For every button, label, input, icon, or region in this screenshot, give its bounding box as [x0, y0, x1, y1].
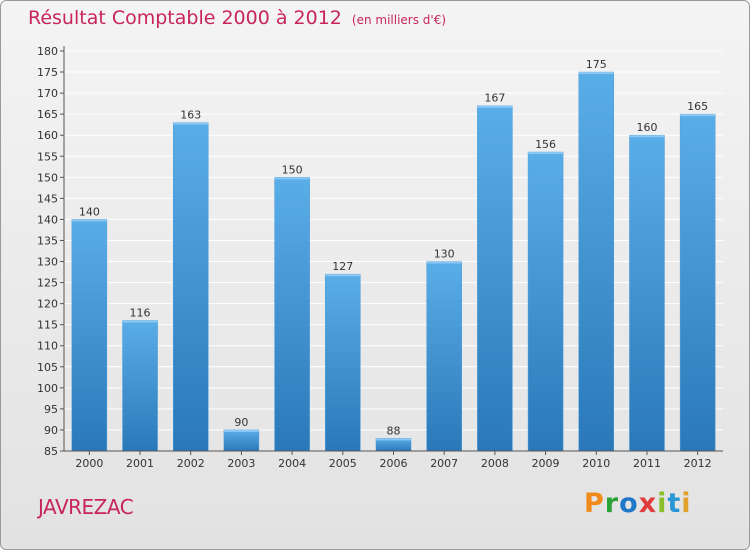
- bar-value-label: 90: [234, 416, 248, 429]
- bar-value-label: 88: [387, 424, 401, 437]
- bar-value-label: 156: [535, 138, 556, 151]
- y-tick-label: 105: [37, 361, 58, 374]
- bar-highlight: [71, 219, 107, 222]
- y-tick-label: 115: [37, 319, 58, 332]
- chart-subtitle: (en milliers d'€): [351, 13, 447, 27]
- y-tick-label: 110: [37, 340, 58, 353]
- y-tick-label: 160: [37, 129, 58, 142]
- y-tick-label: 175: [37, 66, 58, 79]
- bar-value-label: 160: [636, 121, 657, 134]
- bar-highlight: [223, 429, 259, 432]
- x-tick-label: 2010: [582, 457, 610, 470]
- y-tick-label: 150: [37, 171, 58, 184]
- bar: [679, 113, 716, 452]
- x-tick-label: 2006: [380, 457, 408, 470]
- bar: [274, 177, 310, 452]
- proxiti-logo: Proxiti: [584, 488, 692, 519]
- y-tick-label: 120: [37, 298, 58, 311]
- bar-highlight: [528, 152, 564, 155]
- x-tick-label: 2012: [684, 457, 712, 470]
- bar-highlight: [680, 114, 716, 117]
- bar-value-label: 140: [79, 205, 100, 218]
- x-tick-label: 2003: [227, 457, 255, 470]
- y-tick-label: 130: [37, 256, 58, 269]
- bar-highlight: [629, 135, 665, 138]
- y-tick-label: 95: [44, 403, 58, 416]
- bar: [426, 261, 462, 452]
- x-tick-label: 2005: [329, 457, 357, 470]
- chart-title-text: Résultat Comptable 2000 à 2012: [28, 7, 342, 29]
- y-tick-label: 145: [37, 192, 58, 205]
- bar: [578, 71, 615, 452]
- y-tick-label: 135: [37, 234, 58, 247]
- bar: [527, 151, 564, 452]
- bars: [71, 71, 716, 452]
- x-tick-label: 2008: [481, 457, 509, 470]
- bar-value-label: 167: [484, 92, 505, 105]
- bar: [223, 429, 260, 452]
- x-tick-label: 2007: [430, 457, 458, 470]
- bar: [477, 105, 513, 452]
- y-tick-label: 90: [44, 424, 58, 437]
- bar-value-label: 165: [687, 100, 708, 113]
- bar: [122, 320, 158, 452]
- x-tick-label: 2002: [177, 457, 205, 470]
- bar-value-label: 127: [332, 260, 353, 273]
- location-label: JAVREZAC: [38, 495, 134, 519]
- bar-value-label: 163: [180, 109, 201, 122]
- bar-value-label: 175: [586, 58, 607, 71]
- bar-value-label: 150: [282, 163, 303, 176]
- y-tick-label: 140: [37, 213, 58, 226]
- y-tick-label: 125: [37, 277, 58, 290]
- chart-title: Résultat Comptable 2000 à 2012 (en millie…: [28, 7, 446, 29]
- y-tick-label: 85: [44, 445, 58, 458]
- bar-highlight: [426, 261, 462, 264]
- grid-lines: [64, 50, 723, 452]
- x-tick-label: 2011: [633, 457, 661, 470]
- bar-highlight: [477, 105, 513, 108]
- x-tick-label: 2000: [75, 457, 103, 470]
- bar-highlight: [122, 320, 158, 323]
- bar-value-label: 130: [434, 248, 455, 261]
- y-tick-label: 170: [37, 87, 58, 100]
- value-labels: 140 116 163 90 150 127 88 130 167 156 175 160 165: [79, 58, 708, 437]
- bar-highlight: [274, 177, 310, 180]
- x-tick-label: 2001: [126, 457, 154, 470]
- axes: 8590951001051101151201251301351401451501…: [37, 45, 723, 470]
- bar: [325, 273, 361, 452]
- bar-highlight: [376, 438, 411, 441]
- y-tick-label: 180: [37, 45, 58, 58]
- x-tick-label: 2004: [278, 457, 306, 470]
- bar-highlight: [173, 122, 209, 125]
- y-tick-label: 100: [37, 382, 58, 395]
- bar: [172, 122, 209, 452]
- bar-value-label: 116: [130, 306, 151, 319]
- bar-highlight: [578, 72, 614, 75]
- y-tick-label: 155: [37, 150, 58, 163]
- bar-highlight: [325, 274, 361, 277]
- y-tick-label: 165: [37, 108, 58, 121]
- x-tick-label: 2009: [532, 457, 560, 470]
- bar: [629, 134, 665, 452]
- bar: [71, 219, 108, 452]
